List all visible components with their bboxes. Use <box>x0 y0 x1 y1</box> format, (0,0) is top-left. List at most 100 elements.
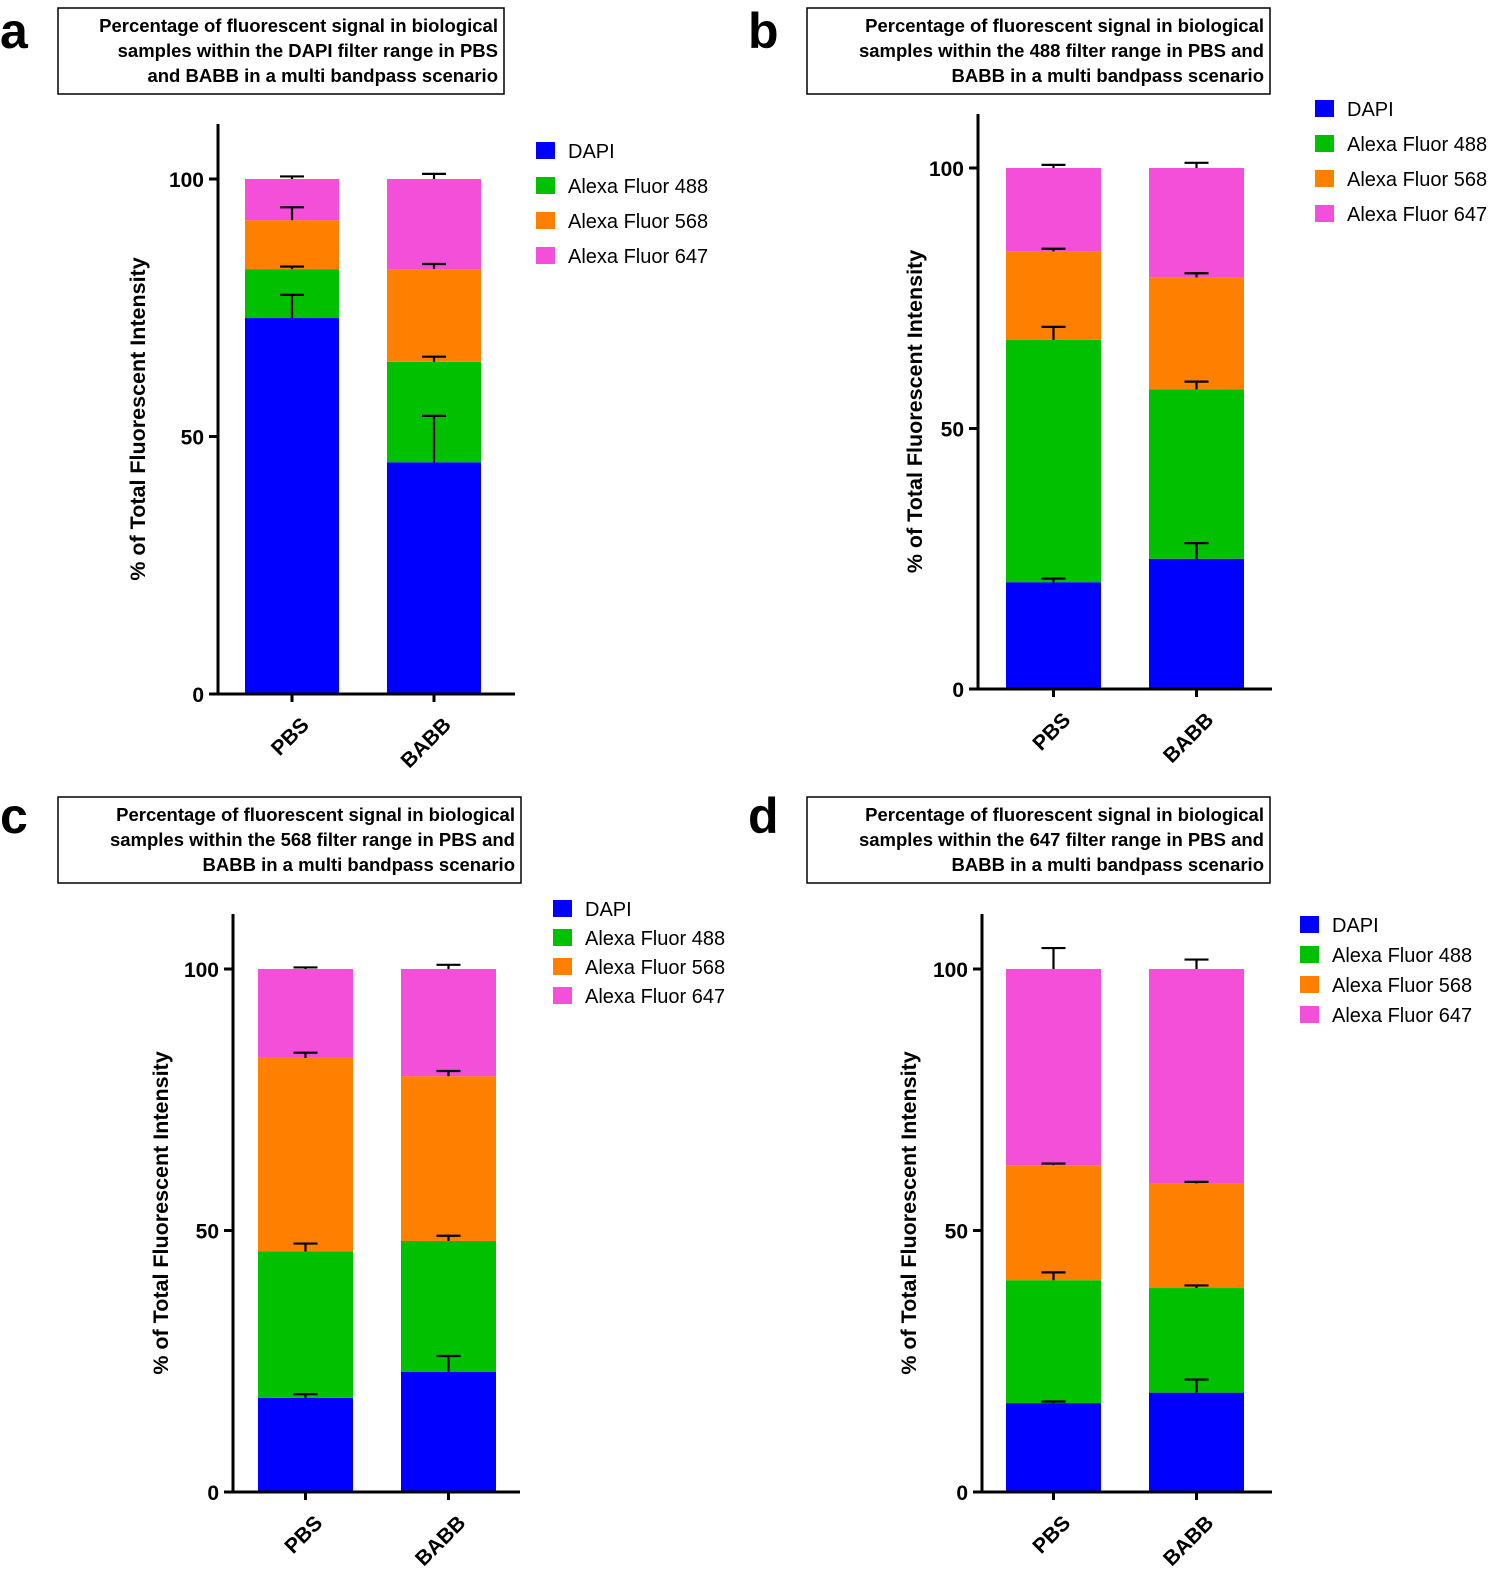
legend-swatch <box>1315 170 1334 187</box>
legend-label: Alexa Fluor 488 <box>585 928 725 950</box>
legend-swatch <box>1300 1006 1319 1023</box>
legend-swatch <box>536 177 555 194</box>
bar-segment <box>401 969 496 1077</box>
legend-label: Alexa Fluor 488 <box>1332 945 1472 967</box>
bar-segment <box>387 462 481 694</box>
legend-label: Alexa Fluor 488 <box>568 176 708 198</box>
legend-swatch <box>1300 946 1319 963</box>
legend-label: Alexa Fluor 568 <box>585 957 725 979</box>
y-axis-label: % of Total Fluorescent Intensity <box>897 1051 921 1374</box>
y-axis-label: % of Total Fluorescent Intensity <box>126 257 150 580</box>
legend-swatch <box>1300 976 1319 993</box>
bar-segment <box>1149 277 1244 390</box>
x-tick-label: BABB <box>397 713 456 772</box>
y-tick-label: 50 <box>941 419 964 442</box>
chart-title-line: BABB in a multi bandpass scenario <box>951 854 1264 875</box>
chart-title-line: Percentage of fluorescent signal in biol… <box>99 15 498 36</box>
legend-label: Alexa Fluor 568 <box>1347 169 1487 191</box>
bar-segment <box>258 969 353 1058</box>
y-tick-label: 0 <box>956 1482 968 1505</box>
legend-label: Alexa Fluor 647 <box>568 246 708 268</box>
x-tick-label: PBS <box>1028 1511 1075 1558</box>
bar-segment <box>1006 1165 1101 1281</box>
legend-label: Alexa Fluor 647 <box>1347 204 1487 226</box>
legend-swatch <box>536 247 555 264</box>
legend-swatch <box>553 900 572 917</box>
chart-panel-a: a Percentage of fluorescent signal in bio… <box>0 3 708 773</box>
panel-label: b <box>748 3 779 59</box>
chart-title-line: Percentage of fluorescent signal in biol… <box>865 15 1264 36</box>
legend-label: DAPI <box>1347 99 1394 121</box>
y-axis-label: % of Total Fluorescent Intensity <box>149 1051 173 1374</box>
bar-segment <box>245 318 339 694</box>
legend-label: Alexa Fluor 568 <box>568 211 708 233</box>
bar-segment <box>258 1057 353 1252</box>
bar-segment <box>1149 389 1244 559</box>
chart-title-line: samples within the 488 filter range in P… <box>859 40 1264 61</box>
chart-title-line: Percentage of fluorescent signal in biol… <box>116 804 515 825</box>
bar-segment <box>1149 1288 1244 1393</box>
y-tick-label: 100 <box>184 959 219 982</box>
legend-label: Alexa Fluor 488 <box>1347 134 1487 156</box>
x-tick-label: BABB <box>1159 708 1218 767</box>
legend-swatch <box>536 212 555 229</box>
bar-segment <box>1149 1392 1244 1492</box>
chart-title-line: Percentage of fluorescent signal in biol… <box>865 804 1264 825</box>
title-box <box>806 796 1271 884</box>
bar-segment <box>1006 168 1101 252</box>
legend-swatch <box>1315 135 1334 152</box>
panel-label: d <box>748 788 779 844</box>
bar-segment <box>1006 582 1101 689</box>
legend-label: DAPI <box>585 899 632 921</box>
chart-panel-b: b Percentage of fluorescent signal in bio… <box>748 3 1487 768</box>
panel-label: c <box>0 788 28 844</box>
y-tick-label: 50 <box>945 1221 968 1244</box>
chart-title-line: samples within the 647 filter range in P… <box>859 829 1264 850</box>
x-tick-label: BABB <box>1159 1511 1218 1570</box>
bar-segment <box>245 220 339 270</box>
chart-title-line: BABB in a multi bandpass scenario <box>202 854 515 875</box>
bar-segment <box>1006 1280 1101 1404</box>
legend-label: DAPI <box>568 141 615 163</box>
y-axis-label: % of Total Fluorescent Intensity <box>903 250 927 573</box>
chart-title-line: samples within the DAPI filter range in … <box>118 40 498 61</box>
y-tick-label: 100 <box>169 169 204 192</box>
bar-segment <box>1149 558 1244 689</box>
bar-segment <box>258 1397 353 1492</box>
panel-label: a <box>0 3 29 59</box>
bar-segment <box>1006 969 1101 1166</box>
legend-swatch <box>1315 205 1334 222</box>
x-tick-label: PBS <box>280 1511 327 1558</box>
legend-swatch <box>553 958 572 975</box>
y-tick-label: 0 <box>207 1482 219 1505</box>
x-tick-label: BABB <box>411 1511 470 1570</box>
bar-segment <box>387 269 481 362</box>
y-tick-label: 50 <box>181 427 204 450</box>
chart-title-line: and BABB in a multi bandpass scenario <box>147 65 498 86</box>
title-box <box>57 7 505 95</box>
bar-segment <box>1006 339 1101 583</box>
bar-segment <box>1006 1403 1101 1492</box>
legend-swatch <box>1315 100 1334 117</box>
bar-segment <box>401 1240 496 1372</box>
bar-segment <box>1149 1183 1244 1289</box>
title-box <box>57 796 522 884</box>
bar-segment <box>1006 251 1101 340</box>
legend-swatch <box>1300 916 1319 933</box>
y-tick-label: 100 <box>933 959 968 982</box>
legend-label: Alexa Fluor 568 <box>1332 975 1472 997</box>
y-tick-label: 0 <box>192 684 204 707</box>
y-tick-label: 50 <box>196 1221 219 1244</box>
bar-segment <box>1149 969 1244 1184</box>
x-tick-label: PBS <box>267 713 314 760</box>
legend-swatch <box>553 987 572 1004</box>
x-tick-label: PBS <box>1028 708 1075 755</box>
chart-title-line: BABB in a multi bandpass scenario <box>951 65 1264 86</box>
bar-segment <box>401 1076 496 1241</box>
bar-segment <box>387 179 481 270</box>
y-tick-label: 0 <box>952 679 964 702</box>
bar-segment <box>1149 168 1244 278</box>
chart-panel-d: d Percentage of fluorescent signal in bio… <box>748 788 1472 1571</box>
legend-label: Alexa Fluor 647 <box>1332 1005 1472 1027</box>
